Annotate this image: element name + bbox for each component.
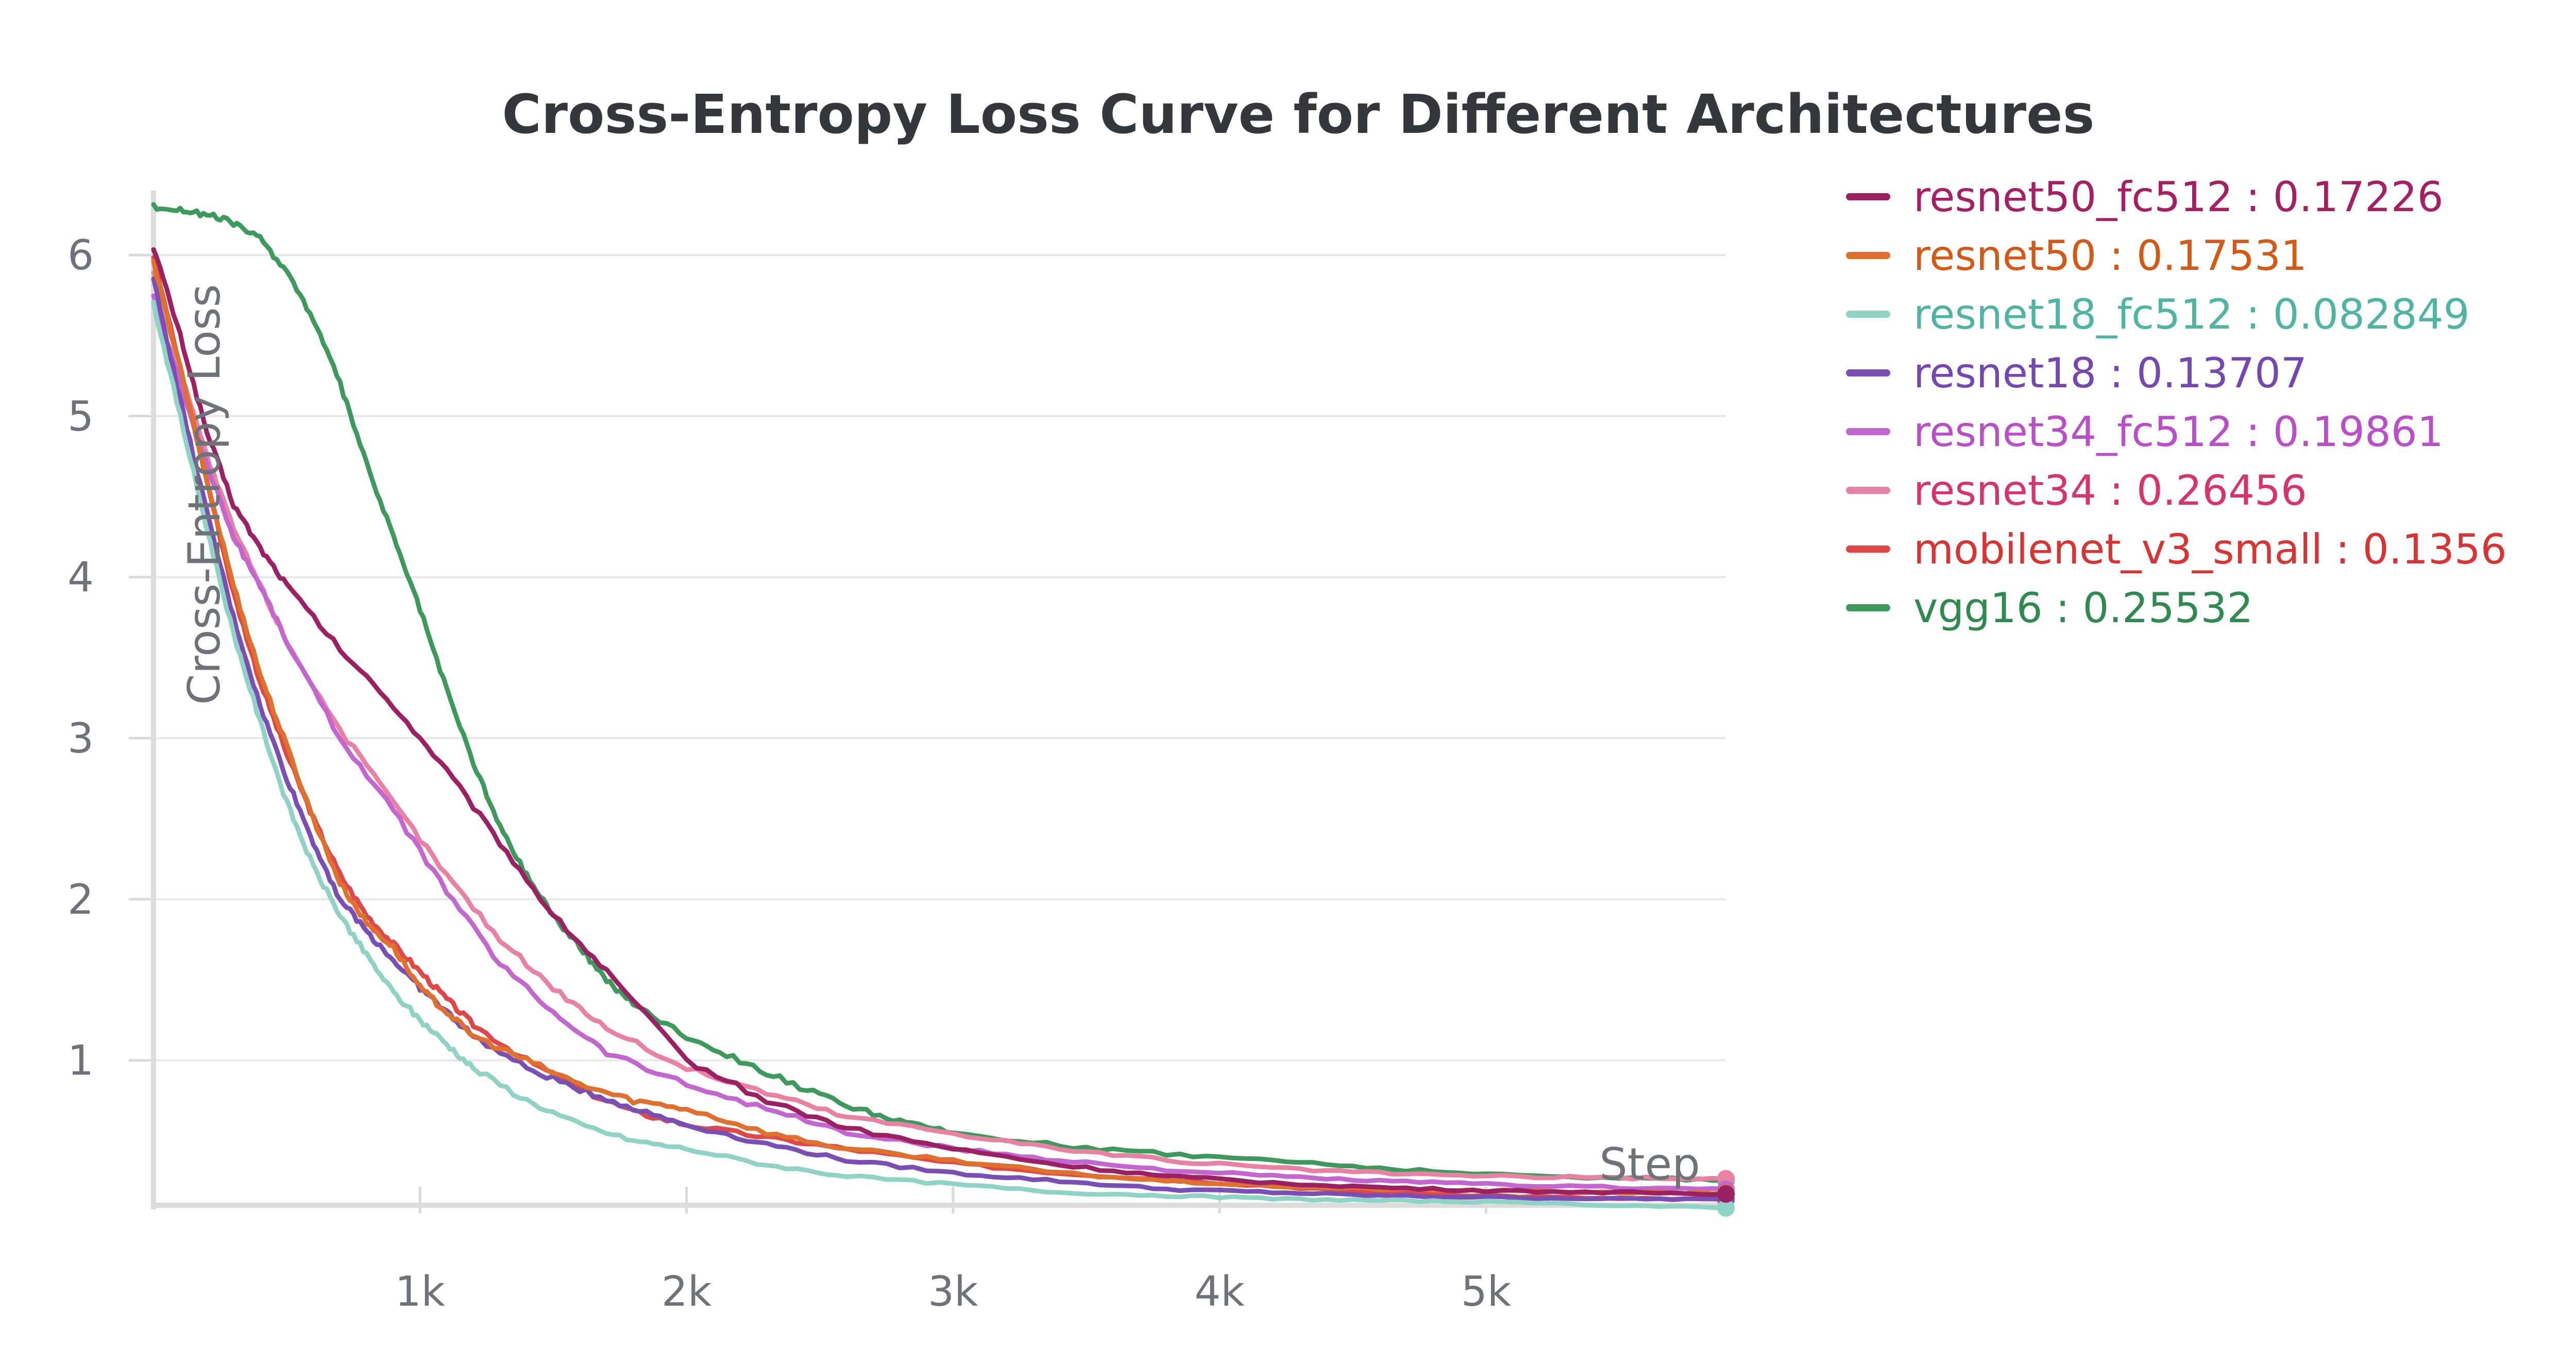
y-tick-label: 3 bbox=[67, 714, 94, 762]
legend-item-resnet18[interactable]: resnet18 : 0.13707 bbox=[1846, 349, 2307, 397]
legend-final-value: 0.19861 bbox=[2273, 408, 2444, 456]
legend-label: resnet18_fc512 : 0.082849 bbox=[1913, 290, 2470, 338]
legend-item-vgg16[interactable]: vgg16 : 0.25532 bbox=[1846, 584, 2253, 632]
tick-labels: 1 2 3 4 5 6 1k 2k 3k 4k 5k bbox=[67, 231, 1512, 1315]
x-tick-label: 1k bbox=[395, 1268, 446, 1315]
legend-series-name: resnet50 bbox=[1913, 232, 2096, 280]
legend-final-value: 0.25532 bbox=[2083, 584, 2253, 632]
legend-series-name: resnet18 bbox=[1913, 349, 2096, 397]
legend-separator: : bbox=[2233, 173, 2273, 221]
legend-separator: : bbox=[2096, 232, 2137, 280]
series-line-resnet18_fc512 bbox=[151, 300, 1728, 1210]
legend-final-value: 0.26456 bbox=[2137, 467, 2307, 515]
legend-label: resnet50_fc512 : 0.17226 bbox=[1913, 173, 2444, 221]
y-tick-label: 4 bbox=[67, 553, 94, 601]
legend-separator: : bbox=[2096, 349, 2137, 397]
x-tick-label: 5k bbox=[1461, 1268, 1512, 1315]
series-line-vgg16 bbox=[151, 202, 1728, 1183]
legend-item-mobilenet_v3_small[interactable]: mobilenet_v3_small : 0.1356 bbox=[1846, 525, 2507, 573]
series-line-mobilenet_v3_small bbox=[151, 255, 1728, 1202]
legend-separator: : bbox=[2233, 290, 2273, 338]
legend-separator: : bbox=[2323, 525, 2363, 573]
series-line-resnet50_fc512 bbox=[151, 247, 1728, 1197]
legend-separator: : bbox=[2043, 584, 2083, 632]
legend-series-name: resnet18_fc512 bbox=[1913, 290, 2233, 338]
legend-label: resnet18 : 0.13707 bbox=[1913, 349, 2307, 397]
series-line-resnet18 bbox=[151, 276, 1728, 1202]
y-axis-label: Cross-Entropy Loss bbox=[179, 284, 230, 705]
legend-item-resnet34[interactable]: resnet34 : 0.26456 bbox=[1846, 467, 2307, 515]
legend-separator: : bbox=[2096, 467, 2137, 515]
legend-item-resnet34_fc512[interactable]: resnet34_fc512 : 0.19861 bbox=[1846, 408, 2444, 456]
series-line-resnet50 bbox=[151, 259, 1728, 1196]
y-tick-label: 1 bbox=[67, 1037, 94, 1085]
legend-separator: : bbox=[2233, 408, 2273, 456]
legend-item-resnet50_fc512[interactable]: resnet50_fc512 : 0.17226 bbox=[1846, 173, 2444, 221]
legend-series-name: resnet50_fc512 bbox=[1913, 173, 2233, 221]
series-endpoint-resnet50_fc512 bbox=[1717, 1185, 1735, 1203]
legend-final-value: 0.17531 bbox=[2137, 232, 2307, 280]
legend-label: resnet50 : 0.17531 bbox=[1913, 232, 2307, 280]
legend-final-value: 0.13707 bbox=[2137, 349, 2307, 397]
series-line-resnet34 bbox=[151, 270, 1728, 1182]
legend-series-name: vgg16 bbox=[1913, 584, 2043, 632]
x-tick-label: 2k bbox=[662, 1268, 712, 1315]
grid bbox=[154, 254, 1726, 1062]
legend-label: vgg16 : 0.25532 bbox=[1913, 584, 2253, 632]
x-tick-label: 4k bbox=[1195, 1268, 1245, 1315]
y-tick-label: 5 bbox=[67, 392, 94, 440]
legend-final-value: 0.1356 bbox=[2363, 525, 2507, 573]
series-lines bbox=[151, 202, 1735, 1217]
legend-series-name: resnet34_fc512 bbox=[1913, 408, 2233, 456]
legend-series-name: mobilenet_v3_small bbox=[1913, 525, 2323, 573]
series-line-resnet34_fc512 bbox=[151, 293, 1728, 1192]
legend-final-value: 0.17226 bbox=[2273, 173, 2444, 221]
y-tick-label: 2 bbox=[67, 876, 94, 924]
legend-label: resnet34_fc512 : 0.19861 bbox=[1913, 408, 2444, 456]
x-tick-label: 3k bbox=[928, 1268, 978, 1315]
legend-item-resnet50[interactable]: resnet50 : 0.17531 bbox=[1846, 232, 2307, 280]
y-tick-label: 6 bbox=[67, 231, 94, 279]
legend-label: resnet34 : 0.26456 bbox=[1913, 467, 2307, 515]
axes bbox=[129, 191, 1726, 1213]
legend: resnet50_fc512 : 0.17226 resnet50 : 0.175… bbox=[1846, 173, 2507, 632]
series-endpoint-resnet18_fc512 bbox=[1717, 1199, 1735, 1217]
legend-label: mobilenet_v3_small : 0.1356 bbox=[1913, 525, 2507, 573]
legend-series-name: resnet34 bbox=[1913, 467, 2096, 515]
x-axis-label: Step bbox=[1599, 1139, 1700, 1190]
legend-final-value: 0.082849 bbox=[2273, 290, 2470, 338]
chart-title: Cross-Entropy Loss Curve for Different A… bbox=[502, 83, 2094, 146]
legend-item-resnet18_fc512[interactable]: resnet18_fc512 : 0.082849 bbox=[1846, 290, 2470, 338]
